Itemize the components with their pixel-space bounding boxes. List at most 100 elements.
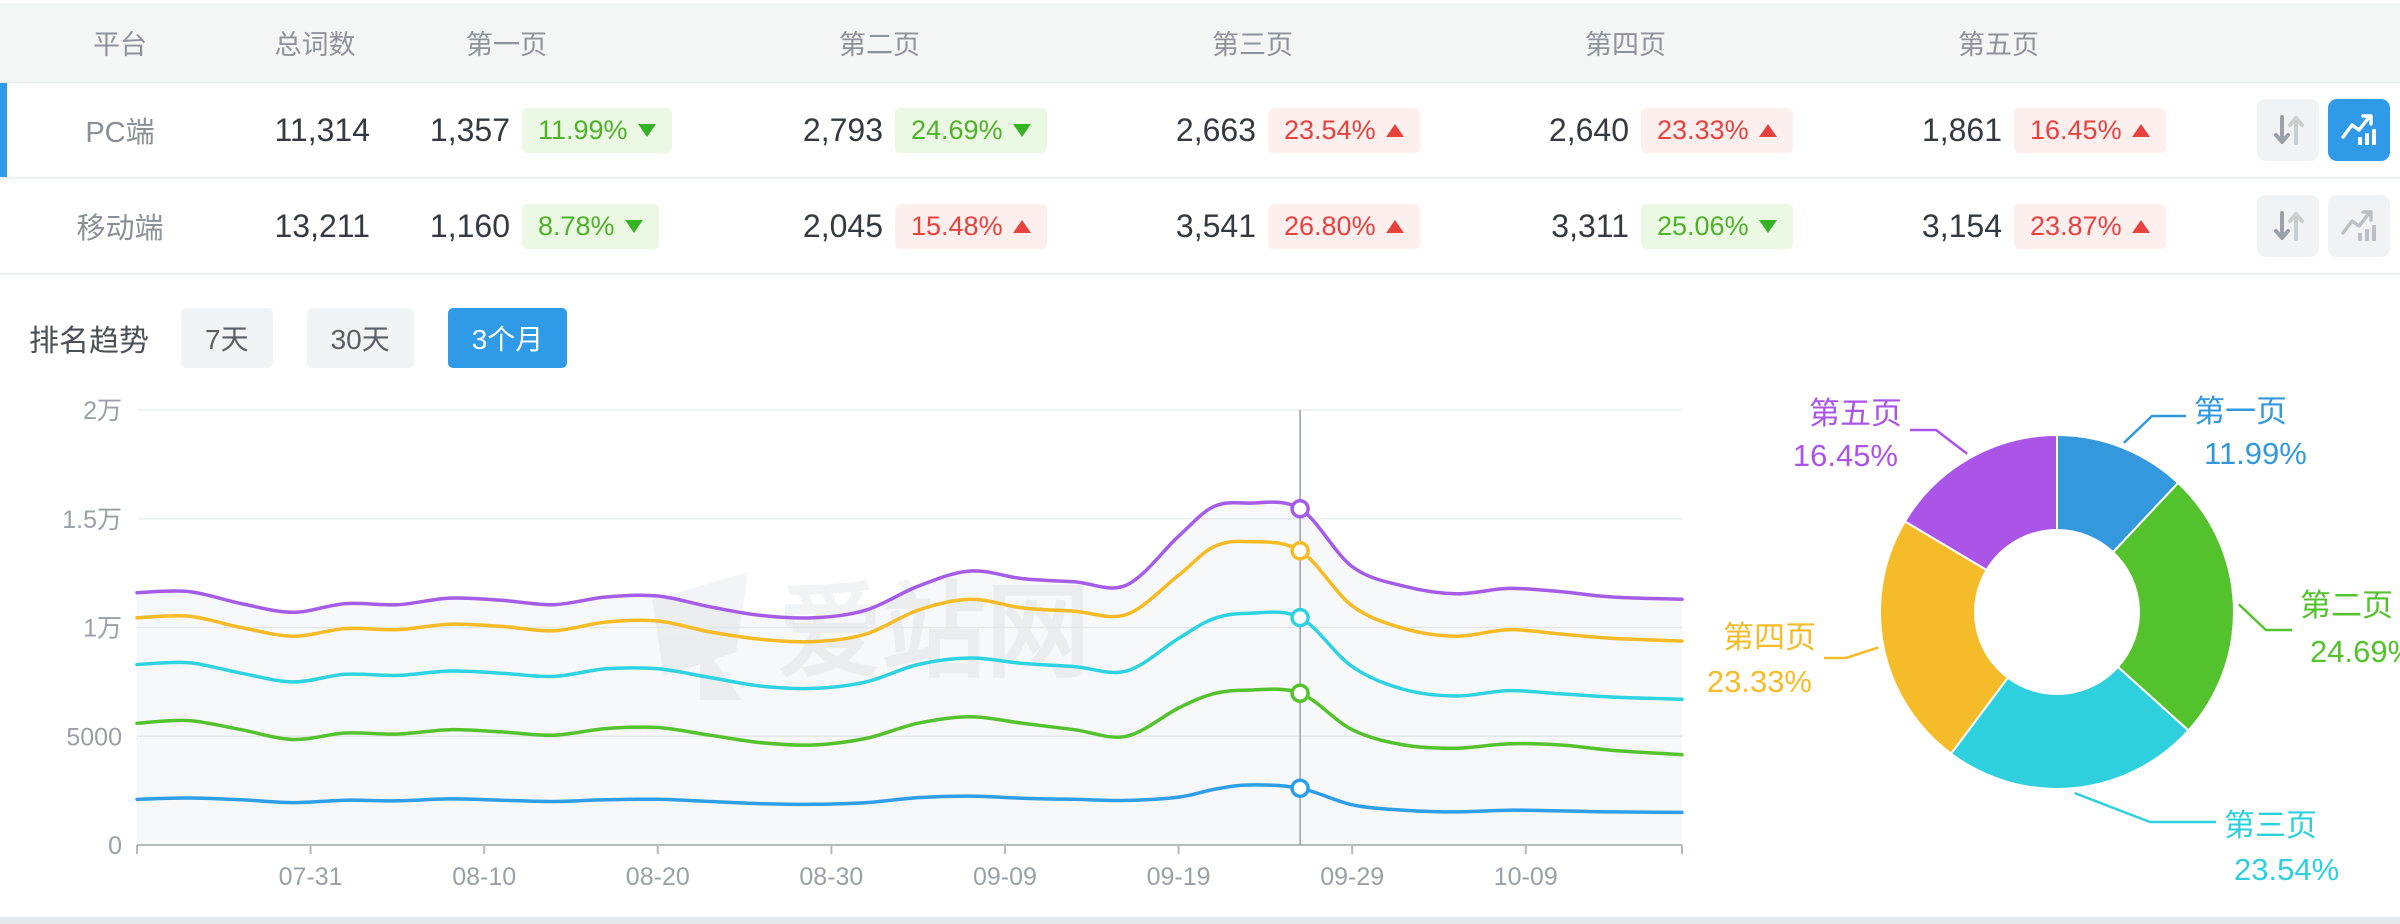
donut-label-name-第五页: 第五页	[1809, 396, 1902, 431]
percent-badge: 26.80%	[1268, 204, 1420, 249]
page-2-count: 2,793	[743, 112, 883, 149]
trend-chart-button[interactable]	[2328, 195, 2390, 257]
page-5-cell: 1,861 16.45%	[1862, 108, 2235, 153]
page-2-badge-cell: 15.48%	[883, 204, 1116, 249]
percent-value: 23.54%	[1284, 117, 1376, 144]
table-row-mobile[interactable]: 移动端 13,211 1,160 8.78% 2,045 15.48% 3,54…	[0, 179, 2400, 275]
bottom-divider	[0, 917, 2400, 924]
percent-badge: 25.06%	[1641, 204, 1793, 249]
percent-badge: 24.69%	[895, 108, 1047, 153]
col-header-page-3: 第三页	[1116, 23, 1489, 62]
donut-label-line-第一页	[2124, 416, 2186, 443]
total-words: 11,314	[240, 112, 370, 149]
triangle-up-icon	[1386, 124, 1404, 137]
percent-value: 25.06%	[1657, 213, 1749, 240]
donut-label-pct-第五页: 16.45%	[1793, 438, 1898, 473]
triangle-down-icon	[638, 124, 656, 137]
hover-marker-前50名	[1292, 501, 1308, 517]
percent-value: 8.78%	[538, 213, 615, 240]
hover-marker-前20名	[1292, 685, 1308, 701]
page-3-cell: 3,541 26.80%	[1116, 204, 1489, 249]
page-3-badge-cell: 26.80%	[1256, 204, 1489, 249]
x-tick-label: 10-09	[1494, 863, 1558, 891]
range-button-3个月[interactable]: 3个月	[448, 308, 568, 368]
sort-button[interactable]	[2257, 195, 2319, 257]
page-1-badge-cell: 8.78%	[510, 204, 743, 249]
x-tick-label: 07-31	[279, 863, 343, 891]
page-5-count: 3,154	[1862, 208, 2002, 245]
table-header-row: 平台 总词数第一页第二页第三页第四页第五页	[0, 3, 2400, 83]
donut-label-line-第五页	[1910, 430, 1967, 454]
percent-value: 16.45%	[2030, 117, 2122, 144]
x-tick-label: 08-10	[452, 863, 516, 891]
page-1-cell: 1,357 11.99%	[370, 108, 743, 153]
percent-badge: 23.87%	[2014, 204, 2166, 249]
triangle-down-icon	[625, 220, 643, 233]
triangle-down-icon	[1013, 124, 1031, 137]
percent-badge: 8.78%	[522, 204, 659, 249]
table-body: PC端 11,314 1,357 11.99% 2,793 24.69% 2,6…	[0, 83, 2400, 275]
y-tick-label: 1万	[83, 615, 122, 643]
platform-name: 移动端	[0, 205, 240, 247]
percent-value: 23.33%	[1657, 117, 1749, 144]
x-tick-label: 08-20	[626, 863, 690, 891]
page-5-cell: 3,154 23.87%	[1862, 204, 2235, 249]
range-button-30天[interactable]: 30天	[307, 308, 414, 368]
donut-label-pct-第三页: 23.54%	[2234, 852, 2339, 887]
line-chart-icon	[2340, 111, 2378, 149]
x-tick-label: 09-19	[1147, 863, 1211, 891]
trend-controls: 排名趋势 7天 30天 3个月	[29, 308, 601, 368]
donut-label-line-第四页	[1824, 647, 1879, 658]
line-chart-icon	[2340, 207, 2378, 245]
triangle-up-icon	[1386, 220, 1404, 233]
col-header-total-words: 总词数	[240, 23, 370, 62]
y-tick-label: 5000	[66, 723, 122, 751]
page-5-badge-cell: 16.45%	[2002, 108, 2235, 153]
range-buttons: 7天 30天 3个月	[181, 308, 601, 368]
donut-label-name-第三页: 第三页	[2224, 808, 2317, 843]
percent-value: 11.99%	[538, 117, 628, 144]
charts-area: 爱站网07-3108-1008-2008-3009-0909-1909-2910…	[0, 380, 2400, 918]
x-tick-label: 08-30	[799, 863, 863, 891]
page-1-badge-cell: 11.99%	[510, 108, 743, 153]
page-3-count: 3,541	[1116, 208, 1256, 245]
triangle-up-icon	[2132, 220, 2150, 233]
page-1-count: 1,160	[370, 208, 510, 245]
percent-value: 23.87%	[2030, 213, 2122, 240]
x-tick-label: 09-09	[973, 863, 1037, 891]
trend-and-donut-chart: 爱站网07-3108-1008-2008-3009-0909-1909-2910…	[0, 380, 2400, 918]
hover-marker-前40名	[1292, 543, 1308, 559]
triangle-up-icon	[1013, 220, 1031, 233]
sort-button[interactable]	[2257, 99, 2319, 161]
percent-badge: 23.54%	[1268, 108, 1420, 153]
donut-label-pct-第四页: 23.33%	[1707, 664, 1812, 699]
hover-marker-前30名	[1292, 610, 1308, 626]
donut-label-name-第二页: 第二页	[2300, 588, 2393, 623]
col-header-page-4: 第四页	[1489, 23, 1862, 62]
col-header-platform: 平台	[0, 23, 240, 62]
y-tick-label: 2万	[83, 397, 122, 425]
page-1-cell: 1,160 8.78%	[370, 204, 743, 249]
col-header-page-1: 第一页	[370, 23, 743, 62]
range-button-7天[interactable]: 7天	[181, 308, 273, 368]
donut-label-line-第三页	[2075, 793, 2216, 822]
page-1-count: 1,357	[370, 112, 510, 149]
percent-badge: 23.33%	[1641, 108, 1793, 153]
col-header-page-2: 第二页	[743, 23, 1116, 62]
trend-title: 排名趋势	[29, 316, 149, 360]
page-2-cell: 2,045 15.48%	[743, 204, 1116, 249]
page-5-badge-cell: 23.87%	[2002, 204, 2235, 249]
donut-label-name-第一页: 第一页	[2194, 394, 2287, 429]
percent-value: 15.48%	[911, 213, 1003, 240]
platform-summary-table: 平台 总词数第一页第二页第三页第四页第五页 PC端 11,314 1,357 1…	[0, 3, 2400, 275]
percent-badge: 16.45%	[2014, 108, 2166, 153]
triangle-down-icon	[1759, 220, 1777, 233]
page-2-count: 2,045	[743, 208, 883, 245]
trend-chart-button[interactable]	[2328, 99, 2390, 161]
y-tick-label: 0	[108, 832, 122, 860]
page-3-count: 2,663	[1116, 112, 1256, 149]
table-row-pc[interactable]: PC端 11,314 1,357 11.99% 2,793 24.69% 2,6…	[0, 83, 2400, 179]
page-4-cell: 3,311 25.06%	[1489, 204, 1862, 249]
keyword-rank-dashboard: 平台 总词数第一页第二页第三页第四页第五页 PC端 11,314 1,357 1…	[0, 0, 2400, 924]
triangle-up-icon	[2132, 124, 2150, 137]
